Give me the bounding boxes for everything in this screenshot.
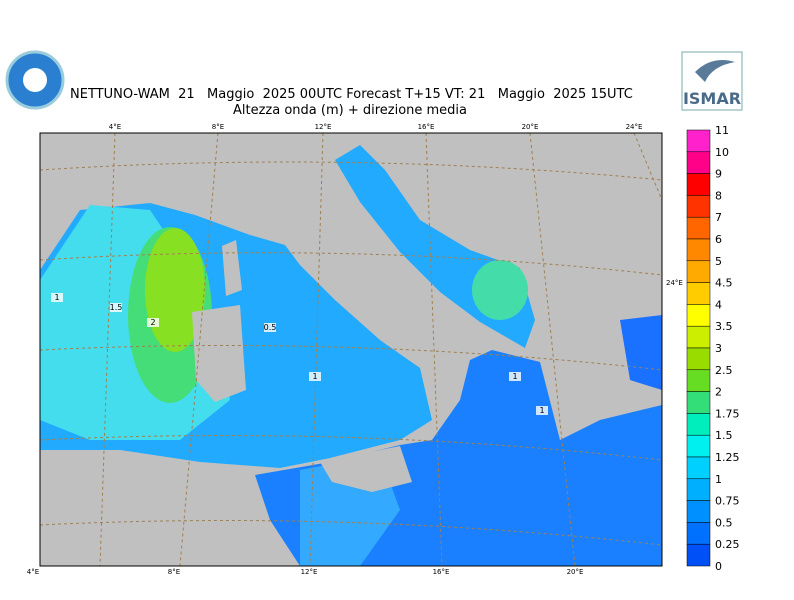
legend-swatch — [686, 522, 711, 545]
lon-label: 8°E — [212, 123, 224, 131]
contour-label-bg — [509, 372, 521, 381]
legend-swatch — [686, 216, 711, 240]
contour-label: 1 — [312, 372, 317, 381]
lon-label: 12°E — [301, 568, 318, 576]
legend-swatch — [686, 173, 711, 196]
legend-label: 2 — [715, 386, 722, 399]
legend-swatch — [686, 369, 711, 392]
legend-label: 11 — [715, 124, 729, 137]
contour-label: 0.5 — [264, 323, 277, 332]
legend-label: 3 — [715, 342, 722, 355]
legend-label: 10 — [715, 146, 729, 159]
labels: 4°E 8°E 12°E 16°E 20°E 24°E 4°E 8°E 12°E 16°E 20°E… — [27, 123, 740, 576]
lon-label: 12°E — [315, 123, 332, 131]
map — [39, 132, 663, 567]
contour-label: 1.5 — [110, 303, 123, 312]
sardinia — [192, 305, 246, 402]
peak-waves — [145, 228, 205, 352]
legend-label: 0.25 — [715, 538, 740, 551]
legend-swatch — [686, 543, 711, 567]
contour-label: 1 — [54, 293, 59, 302]
lon-label: 4°E — [27, 568, 39, 576]
legend-swatch — [686, 129, 711, 153]
contour-label-bg — [309, 372, 321, 381]
contour-label-bg — [51, 293, 63, 302]
legend-label: 0 — [715, 560, 722, 573]
legend-swatch — [686, 304, 711, 327]
lon-label: 8°E — [168, 568, 180, 576]
lon-label: 24°E — [626, 123, 643, 131]
lon-label: 4°E — [109, 123, 121, 131]
logo-left-center — [23, 68, 47, 92]
title: NETTUNO-WAM 21 Maggio 2025 00UTC Forecas… — [70, 87, 633, 102]
legend-swatch — [686, 238, 711, 262]
legend-swatch — [686, 260, 711, 283]
legend-label: 8 — [715, 189, 722, 202]
lon-label: 16°E — [418, 123, 435, 131]
legend-swatch — [686, 434, 711, 458]
graticule — [39, 132, 663, 567]
legend-label: 3.5 — [715, 320, 733, 333]
legend-swatch — [686, 456, 711, 480]
legend-label: 1.25 — [715, 451, 740, 464]
legend-swatch — [686, 282, 711, 305]
lon-label: 20°E — [567, 568, 584, 576]
legend-label: 2.5 — [715, 364, 733, 377]
logo-swoosh — [695, 59, 735, 82]
legend-label: 1.5 — [715, 429, 733, 442]
legend-swatch — [686, 413, 711, 436]
legend-label: 9 — [715, 168, 722, 181]
contour-label-bg — [536, 406, 548, 415]
legend-label: 0.5 — [715, 516, 733, 529]
contour-label-bg — [110, 303, 122, 312]
legend-label: 5 — [715, 255, 722, 268]
legend-swatch — [686, 151, 711, 174]
contour-label-bg — [264, 323, 276, 332]
lon-label: 24°E — [666, 279, 683, 287]
contour-label: 1 — [512, 372, 517, 381]
legend-label: 0.75 — [715, 495, 740, 508]
legend-label: 4 — [715, 298, 722, 311]
sea-aegean — [620, 315, 662, 390]
legend-label: 7 — [715, 211, 722, 224]
contour-label: 2 — [150, 318, 155, 327]
legend-swatch — [686, 478, 711, 501]
legend-swatch — [686, 500, 711, 523]
legend-swatch — [686, 325, 711, 349]
legend-label: 1 — [715, 473, 722, 486]
contour-label-bg — [147, 318, 159, 327]
legend-label: 6 — [715, 233, 722, 246]
legend-swatch — [686, 347, 711, 371]
lon-label: 16°E — [433, 568, 450, 576]
logo-text: ISMAR — [683, 89, 741, 108]
sicily — [320, 446, 412, 492]
corsica — [222, 240, 242, 296]
subtitle: Altezza onda (m) + direzione media — [233, 103, 467, 118]
legend-swatch — [686, 195, 711, 218]
contour-label: 1 — [539, 406, 544, 415]
legend-swatch — [686, 391, 711, 414]
adriatic-waves — [472, 260, 528, 320]
lon-label: 20°E — [522, 123, 539, 131]
legend-label: 1.75 — [715, 407, 740, 420]
map-frame — [39, 132, 663, 567]
legend-label: 4.5 — [715, 277, 733, 290]
